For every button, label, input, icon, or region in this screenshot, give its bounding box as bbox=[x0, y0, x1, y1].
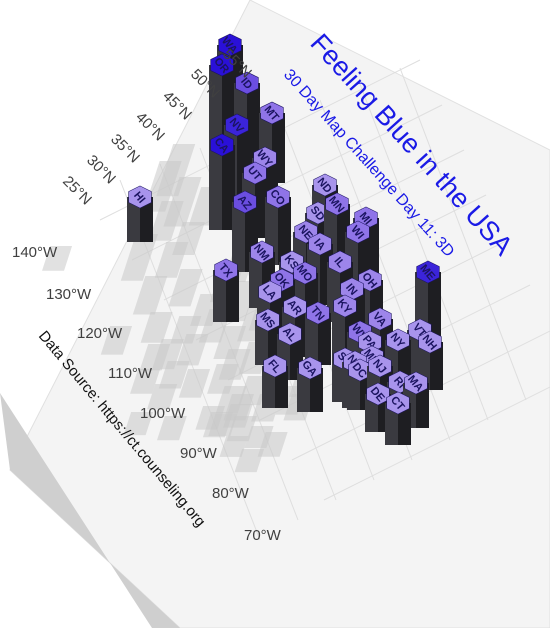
state-bar-side bbox=[430, 342, 443, 390]
lon-label: 90°W bbox=[180, 445, 218, 462]
state-hex-top bbox=[210, 53, 234, 77]
state-bar: MA bbox=[403, 371, 429, 428]
state-hex-top bbox=[256, 308, 280, 332]
lon-label: 120°W bbox=[77, 325, 123, 342]
state-hex-top bbox=[258, 280, 282, 304]
state-hex-top bbox=[210, 133, 234, 157]
lat-label: 30°N bbox=[83, 152, 119, 188]
state-hex-top bbox=[293, 261, 317, 285]
lon-label: 110°W bbox=[108, 365, 153, 382]
state-hex-top bbox=[260, 101, 284, 125]
state-hex-top bbox=[263, 354, 287, 378]
state-shadow bbox=[120, 234, 158, 281]
state-bar-side bbox=[416, 383, 429, 428]
state-bar-side bbox=[398, 403, 411, 445]
state-bar-side bbox=[140, 197, 153, 242]
lon-label: 140°W bbox=[12, 244, 58, 261]
state-bar-side bbox=[275, 366, 288, 408]
state-bar: AL bbox=[277, 322, 303, 380]
state-shadow bbox=[139, 344, 171, 371]
state-bar: HI bbox=[127, 185, 153, 242]
state-hex-top bbox=[266, 185, 290, 209]
state-hex-top bbox=[278, 322, 302, 346]
lon-label: 70°W bbox=[244, 527, 282, 544]
state-hex-top bbox=[235, 71, 259, 95]
state-shadow bbox=[156, 416, 187, 441]
lon-label: 100°W bbox=[140, 405, 186, 422]
state-hex-top bbox=[368, 307, 392, 331]
state-hex-top bbox=[328, 250, 352, 274]
state-shadow bbox=[168, 269, 203, 307]
lon-label: 130°W bbox=[46, 286, 92, 303]
state-bar-side bbox=[278, 197, 291, 265]
state-hex-top bbox=[416, 260, 440, 284]
state-hex-top bbox=[250, 240, 274, 264]
state-hex-top bbox=[386, 391, 410, 415]
state-shadow bbox=[154, 242, 189, 278]
state-hex-top bbox=[386, 328, 410, 352]
state-hex-top bbox=[313, 173, 337, 197]
state-hex-top bbox=[340, 277, 364, 301]
graticule-line bbox=[359, 83, 489, 421]
state-shadow bbox=[147, 384, 178, 410]
state-shadow bbox=[132, 276, 168, 315]
state-shadow bbox=[219, 436, 249, 457]
state-bar: FL bbox=[262, 354, 288, 408]
state-bar-side bbox=[222, 145, 235, 230]
state-bar: TN bbox=[305, 301, 331, 365]
state-hex-top bbox=[128, 185, 152, 209]
state-bar-side bbox=[247, 83, 260, 173]
lat-label: 40°N bbox=[132, 109, 168, 145]
state-bar: GA bbox=[297, 356, 323, 412]
state-hex-top bbox=[283, 295, 307, 319]
state-hex-top bbox=[214, 258, 238, 282]
state-bar-side bbox=[226, 270, 239, 322]
lat-label: 35°N bbox=[107, 131, 143, 167]
state-shadow bbox=[140, 312, 173, 343]
state-shadow bbox=[42, 246, 73, 271]
state-hex-top bbox=[325, 192, 349, 216]
state-shadow bbox=[234, 449, 265, 473]
state-bar-side bbox=[310, 368, 323, 412]
state-hex-top bbox=[346, 220, 370, 244]
state-shadow bbox=[130, 369, 161, 394]
state-bar: CA bbox=[209, 133, 235, 230]
state-hex-top bbox=[404, 371, 428, 395]
state-hex-top bbox=[298, 356, 322, 380]
state-hex-top bbox=[418, 330, 442, 354]
state-bar-side bbox=[318, 313, 331, 365]
state-bar: TX bbox=[213, 258, 239, 322]
state-shadow bbox=[176, 334, 209, 366]
state-shadow bbox=[178, 369, 211, 398]
state-hex-top bbox=[333, 294, 357, 318]
state-shadow bbox=[148, 201, 184, 241]
state-hex-top bbox=[225, 113, 249, 137]
state-hex-top bbox=[233, 190, 257, 214]
state-shadow bbox=[123, 412, 154, 436]
lat-label: 25°N bbox=[59, 173, 95, 209]
state-shadow bbox=[158, 361, 190, 389]
state-hex-top bbox=[308, 232, 332, 256]
state-hex-top bbox=[243, 161, 267, 185]
state-shadow bbox=[257, 432, 288, 457]
state-shadow bbox=[100, 326, 133, 355]
state-bar: CT bbox=[385, 391, 411, 445]
graticule-line bbox=[399, 67, 527, 401]
state-hex-top bbox=[218, 33, 242, 57]
state-hex-top bbox=[306, 301, 330, 325]
longitude-labels: 140°W 130°W 120°W 110°W 100°W 90°W 80°W … bbox=[12, 244, 282, 544]
lon-label: 80°W bbox=[212, 485, 250, 502]
state-bar-side bbox=[255, 173, 268, 238]
state-hex-top bbox=[368, 354, 392, 378]
